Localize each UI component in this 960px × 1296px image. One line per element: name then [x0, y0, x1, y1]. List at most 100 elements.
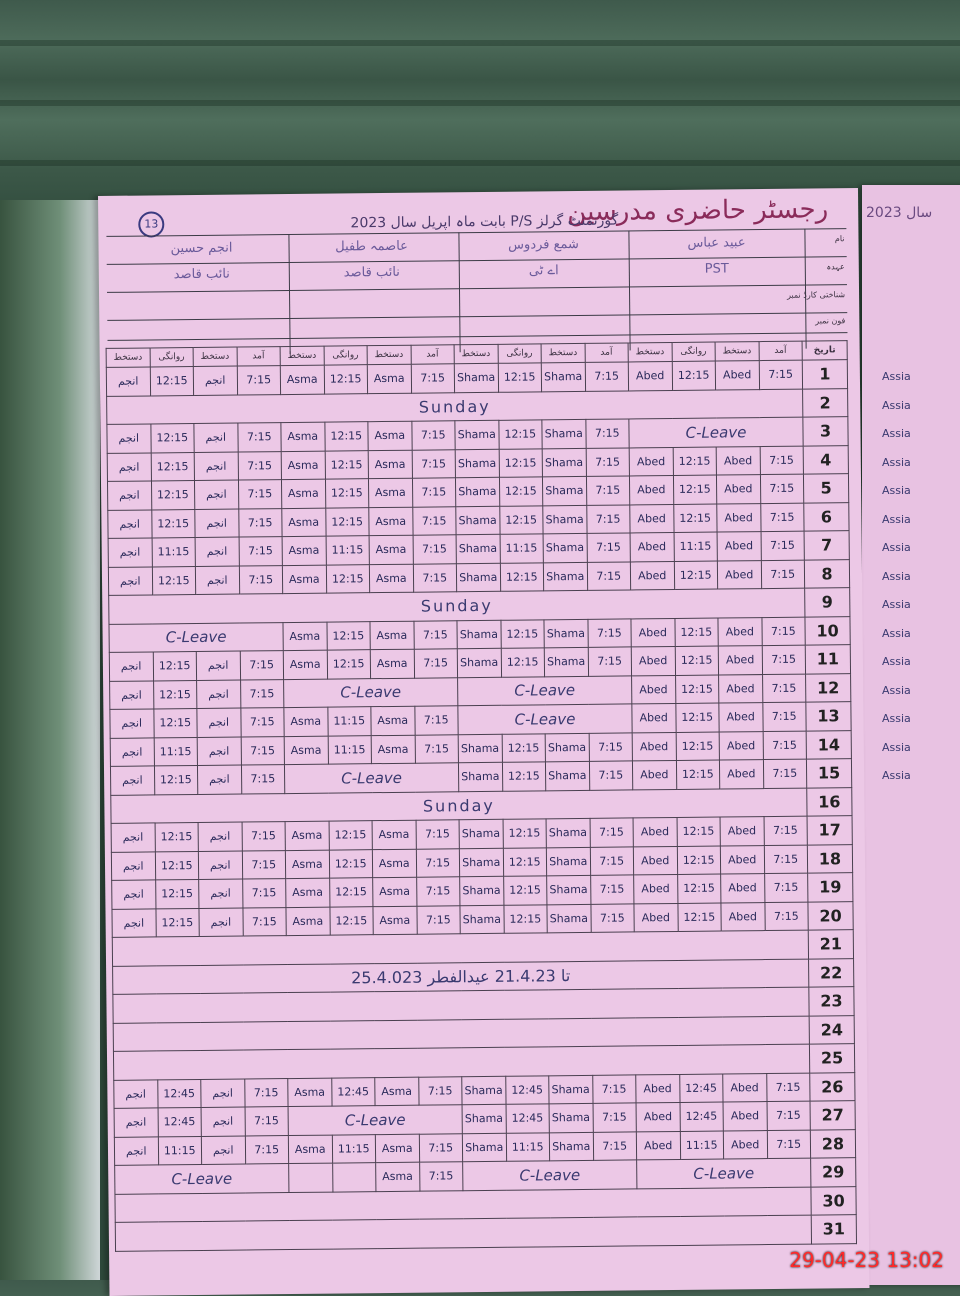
signature-cell: Shama [462, 1132, 507, 1162]
right-page-entry: Assia [882, 427, 911, 440]
signature-cell: Shama [456, 534, 500, 564]
teacher-name: انجم حسین [170, 240, 233, 257]
date-cell: 27 [810, 1100, 856, 1130]
time-cell: 12:15 [329, 906, 374, 936]
signature-cell: Abed [716, 446, 760, 476]
leave-mark: C-Leave [114, 1163, 289, 1194]
time-cell: 7:15 [590, 903, 635, 933]
signature-cell: Abed [635, 1073, 680, 1103]
signature-cell: Abed [632, 731, 676, 761]
time-cell: 12:15 [499, 505, 544, 535]
time-cell: 12:15 [675, 674, 719, 704]
teacher-post: PST [704, 261, 729, 277]
signature-cell: انجم [106, 423, 151, 453]
signature-cell: Asma [285, 906, 330, 936]
row-label-phone: فون نمبر [815, 316, 846, 326]
time-cell: 7:15 [414, 734, 459, 764]
signature-cell: Asma [288, 1134, 333, 1164]
time-cell: 7:15 [587, 618, 632, 648]
signature-cell: Shama [548, 1074, 593, 1104]
time-cell: 7:15 [592, 1131, 637, 1161]
time-cell: 12:15 [499, 562, 544, 592]
teacher-name: عاصمہ طفیل [335, 238, 408, 255]
signature-cell: Asma [285, 878, 330, 908]
signature-cell: Shama [544, 647, 589, 677]
time-cell: 7:15 [242, 907, 287, 937]
signature-cell: Abed [633, 902, 678, 932]
signature-cell: Asma [285, 821, 329, 851]
column-header: روانگی [497, 343, 542, 364]
signature-cell: Asma [372, 877, 417, 907]
signature-cell: Asma [369, 535, 413, 565]
signature-cell: انجم [201, 1107, 245, 1136]
signature-cell: انجم [198, 850, 243, 880]
signature-cell: Shama [549, 1131, 594, 1161]
date-cell: 31 [811, 1214, 857, 1244]
signature-cell: انجم [196, 708, 241, 737]
time-cell: 7:15 [418, 1133, 463, 1163]
signature-cell: Asma [368, 449, 412, 479]
signature-cell: انجم [107, 480, 152, 510]
row-label-name: نام [834, 234, 845, 244]
time-cell: 12:15 [324, 450, 369, 480]
column-header: دستخط [454, 344, 498, 364]
time-cell: 12:15 [325, 507, 370, 537]
time-cell: 12:45 [679, 1102, 724, 1131]
time-cell: 7:15 [763, 816, 808, 846]
signature-cell: Shama [543, 618, 588, 648]
signature-cell: Abed [633, 874, 678, 904]
signature-cell: Shama [459, 819, 503, 849]
leave-mark: C-Leave [457, 675, 632, 706]
right-page-entry: Assia [882, 398, 911, 412]
time-cell: 7:15 [760, 531, 805, 561]
signature-cell: Abed [636, 1102, 680, 1132]
time-cell: 12:15 [502, 818, 547, 848]
date-cell: 11 [805, 644, 851, 674]
time-cell: 7:15 [411, 420, 456, 450]
time-cell: 7:15 [586, 504, 631, 534]
time-cell: 12:15 [151, 509, 196, 538]
time-cell: 12:15 [673, 503, 718, 533]
signature-cell: Abed [718, 702, 763, 732]
background-stripe [0, 40, 960, 46]
time-cell: 12:45 [679, 1073, 724, 1103]
time-cell: 12:15 [500, 619, 545, 649]
time-cell: 12:15 [501, 733, 546, 763]
time-cell: 12:15 [676, 817, 721, 846]
camera-timestamp: 29-04-23 13:02 [789, 1248, 944, 1272]
time-cell: 11:15 [673, 532, 718, 561]
time-cell: 12:15 [326, 621, 371, 651]
time-cell: 12:15 [154, 822, 199, 852]
signature-cell: Shama [459, 904, 504, 934]
date-cell: 9 [804, 587, 850, 617]
time-cell: 12:15 [153, 708, 198, 738]
signature-cell: Asma [285, 849, 330, 879]
time-cell: 7:15 [410, 363, 455, 393]
time-cell: 11:15 [157, 1135, 202, 1165]
signature-cell: انجم [111, 879, 156, 909]
time-cell: 7:15 [762, 702, 807, 732]
background-stripe [0, 100, 960, 106]
time-cell: 7:15 [416, 876, 460, 906]
time-cell: 7:15 [244, 1106, 289, 1136]
signature-cell [288, 1163, 333, 1193]
date-cell: 1 [802, 359, 848, 389]
signature-cell: انجم [193, 423, 238, 453]
signature-cell: انجم [107, 509, 152, 539]
time-cell: 11:15 [327, 735, 372, 765]
signature-cell: Abed [632, 760, 677, 790]
signature-cell: Abed [717, 531, 761, 561]
signature-cell: انجم [109, 651, 154, 681]
signature-cell: Asma [282, 564, 327, 594]
signature-cell: Asma [371, 734, 415, 764]
time-cell: 7:15 [760, 559, 805, 589]
signature-cell: Abed [720, 902, 765, 932]
time-cell: 7:15 [762, 759, 807, 789]
teacher-post: نائب قاصد [343, 264, 400, 281]
signature-cell: Abed [718, 674, 763, 704]
time-cell: 12:15 [675, 760, 720, 789]
signature-cell: Asma [281, 479, 326, 509]
signature-cell: Shama [455, 448, 499, 478]
time-cell: 12:15 [498, 476, 543, 506]
time-cell: 7:15 [240, 736, 285, 766]
